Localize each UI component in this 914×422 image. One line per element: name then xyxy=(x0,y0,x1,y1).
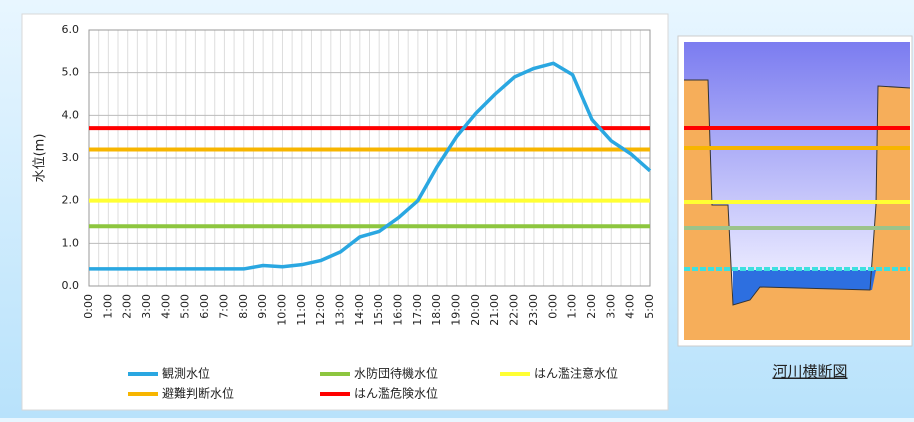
chart-panel xyxy=(21,13,669,411)
x-tick-label: 11:00 xyxy=(295,294,308,326)
x-tick-label: 18:00 xyxy=(430,294,443,326)
legend-label: はん濫危険水位 xyxy=(354,386,438,401)
x-tick-label: 22:00 xyxy=(508,294,521,326)
x-tick-label: 7:00 xyxy=(217,294,230,319)
x-tick-label: 6:00 xyxy=(198,294,211,319)
x-tick-label: 23:00 xyxy=(527,294,540,326)
x-tick-label: 4:00 xyxy=(624,294,637,319)
x-tick-label: 21:00 xyxy=(488,294,501,326)
x-tick-label: 15:00 xyxy=(372,294,385,326)
x-tick-label: 5:00 xyxy=(643,294,656,319)
legend-label: 水防団待機水位 xyxy=(354,366,438,381)
x-tick-label: 1:00 xyxy=(566,294,579,319)
x-tick-label: 2:00 xyxy=(585,294,598,319)
legend-label: 観測水位 xyxy=(162,366,210,381)
legend-label: はん濫注意水位 xyxy=(534,366,618,381)
x-tick-label: 0:00 xyxy=(546,294,559,319)
y-tick-label: 5.0 xyxy=(62,66,80,79)
cross-section-label: 河川横断図 xyxy=(772,363,847,381)
x-tick-label: 16:00 xyxy=(392,294,405,326)
x-tick-label: 5:00 xyxy=(179,294,192,319)
x-tick-label: 2:00 xyxy=(121,294,134,319)
legend-label: 避難判断水位 xyxy=(162,386,234,401)
x-tick-label: 10:00 xyxy=(275,294,288,326)
x-tick-label: 14:00 xyxy=(353,294,366,326)
x-tick-label: 19:00 xyxy=(450,294,463,326)
x-tick-label: 8:00 xyxy=(237,294,250,319)
x-tick-label: 9:00 xyxy=(256,294,269,319)
x-tick-label: 4:00 xyxy=(159,294,172,319)
x-tick-label: 17:00 xyxy=(411,294,424,326)
y-tick-label: 3.0 xyxy=(62,151,80,164)
x-tick-label: 12:00 xyxy=(314,294,327,326)
x-tick-label: 3:00 xyxy=(140,294,153,319)
y-tick-label: 0.0 xyxy=(62,279,80,292)
series-line xyxy=(89,61,652,271)
x-tick-label: 1:00 xyxy=(101,294,114,319)
plot-border xyxy=(88,29,651,287)
x-tick-label: 3:00 xyxy=(604,294,617,319)
x-tick-label: 13:00 xyxy=(333,294,346,326)
x-tick-label: 20:00 xyxy=(469,294,482,326)
y-tick-label: 6.0 xyxy=(62,23,80,36)
y-tick-label: 4.0 xyxy=(62,108,80,121)
y-tick-label: 2.0 xyxy=(62,194,80,207)
x-tick-label: 0:00 xyxy=(82,294,95,319)
y-axis-title: 水位(m) xyxy=(33,134,48,183)
plot: 0.0 1.0 2.0 3.0 4.0 5.0 6.0 0:00 1:00 2:00 3:00 4:0… xyxy=(62,23,657,326)
cross-section xyxy=(677,35,913,347)
y-tick-label: 1.0 xyxy=(62,236,80,249)
